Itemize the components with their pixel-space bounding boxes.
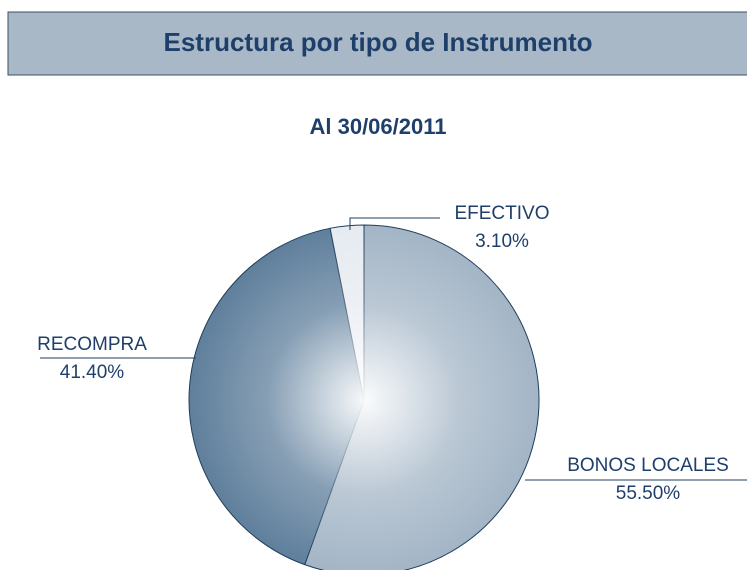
leader-line [349,217,440,230]
chart-subtitle: Al 30/06/2011 [309,114,446,139]
header-band [7,11,747,76]
slice-label: RECOMPRA [37,334,147,355]
slice-value-label: 3.10% [475,231,529,252]
slice-value-label: 55.50% [616,483,681,504]
chart-title: Estructura por tipo de Instrumento [163,27,592,57]
slice-label: BONOS LOCALES [567,455,729,476]
slice-value-label: 41.40% [60,362,125,383]
slice-label: EFECTIVO [454,203,549,224]
